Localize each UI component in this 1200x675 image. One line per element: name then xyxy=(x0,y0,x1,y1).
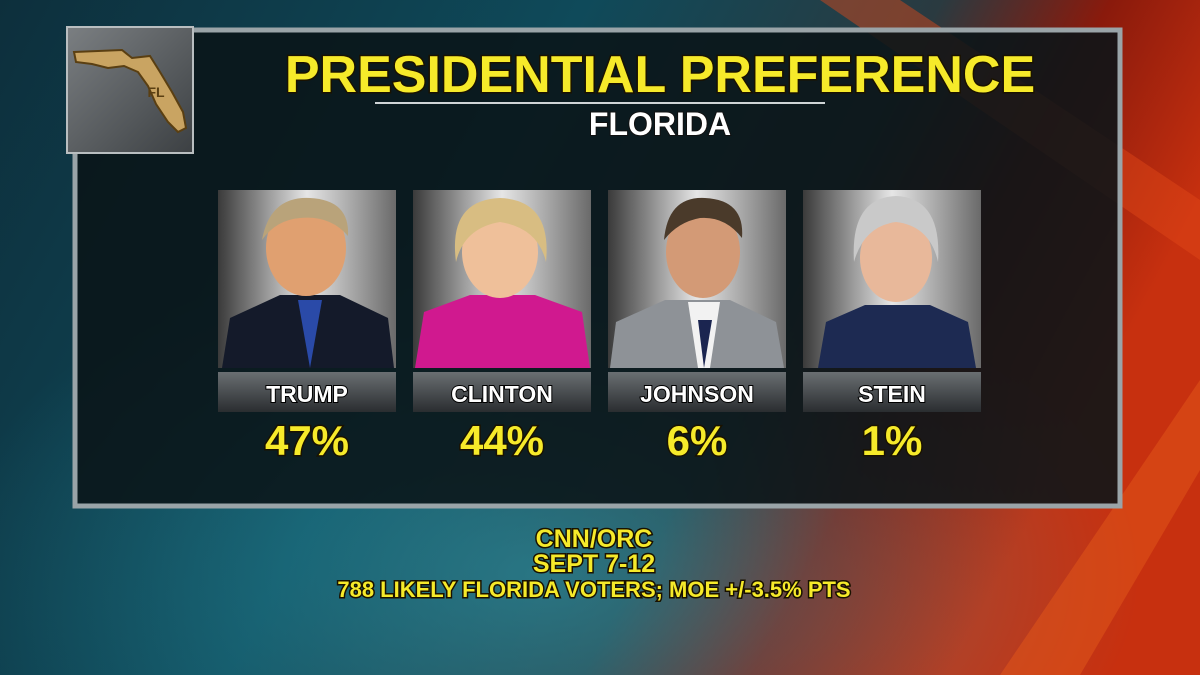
candidate-share: 47% xyxy=(265,417,349,464)
name-bar xyxy=(218,372,396,412)
subtitle: FLORIDA xyxy=(589,106,731,142)
photo-tie xyxy=(698,320,712,368)
candidate-share: 44% xyxy=(460,417,544,464)
candidate-card: CLINTON 44% xyxy=(413,190,591,466)
name-bar xyxy=(608,372,786,412)
dates: SEPT 7-12 xyxy=(533,550,655,578)
source: CNN/ORC xyxy=(536,525,653,553)
name-bar xyxy=(803,372,981,412)
sample-note: 788 LIKELY FLORIDA VOTERS; MOE +/-3.5% P… xyxy=(337,577,850,602)
candidate-share: 6% xyxy=(667,417,728,464)
photo-hair xyxy=(454,198,547,262)
title: PRESIDENTIAL PREFERENCE xyxy=(285,46,1035,104)
candidate-card: STEIN 1% xyxy=(803,190,981,466)
candidate-name: TRUMP xyxy=(266,381,348,407)
photo-tie xyxy=(298,300,322,368)
streak xyxy=(1000,380,1200,675)
photo-body xyxy=(415,295,590,368)
candidate-share: 1% xyxy=(862,417,923,464)
state-shape xyxy=(72,48,188,134)
state-label: FL xyxy=(147,84,165,100)
candidate-name: CLINTON xyxy=(451,381,553,407)
candidate-name: JOHNSON xyxy=(640,381,754,407)
photo-body xyxy=(818,305,976,368)
state-icon xyxy=(66,26,194,154)
photo-head xyxy=(666,206,740,298)
photo-hair xyxy=(853,196,939,262)
candidate-name: STEIN xyxy=(858,381,926,407)
name-bar xyxy=(413,372,591,412)
photo-head xyxy=(462,206,538,298)
photo-head xyxy=(860,214,932,302)
candidate-card: TRUMP 47% xyxy=(218,190,396,466)
photo-head xyxy=(266,200,346,296)
candidate-card: JOHNSON 6% xyxy=(608,190,786,466)
photo-hair xyxy=(262,197,349,240)
photo-hair xyxy=(664,197,743,240)
